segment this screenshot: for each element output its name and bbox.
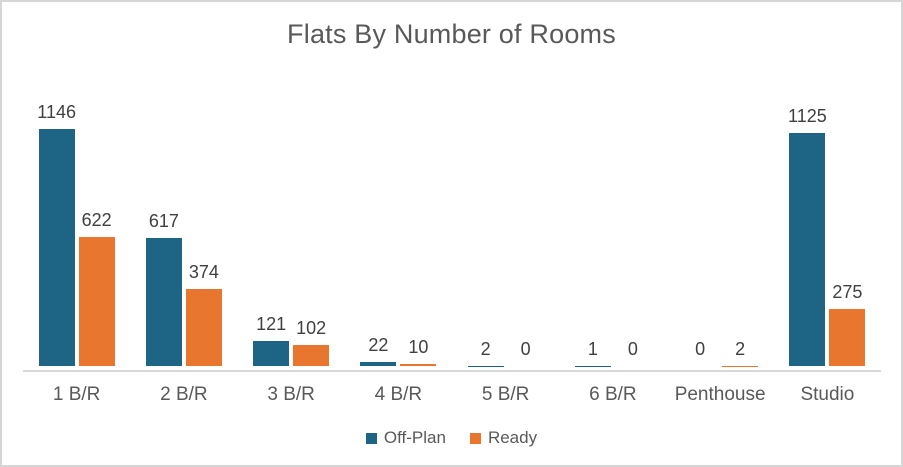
ready-bar-wrap-1-b-r: 622 <box>78 209 115 366</box>
off-plan-bar-4-b-r <box>360 361 397 366</box>
bar-group-1-b-r: 1146 622 <box>23 101 130 366</box>
off-plan-bar-2-b-r <box>145 238 182 366</box>
legend-marker-ready <box>469 432 481 444</box>
ready-bar-3-b-r <box>293 344 330 366</box>
off-plan-data-label-studio: 1125 <box>788 106 827 127</box>
legend-item-off-plan: Off-Plan <box>365 428 446 448</box>
off-plan-bar-wrap-1-b-r: 1146 <box>37 101 76 366</box>
ready-bar-wrap-5-b-r: 0 <box>508 338 544 366</box>
legend-item-ready: Ready <box>469 428 538 448</box>
ready-bar-wrap-penthouse: 2 <box>722 338 759 366</box>
ready-data-label-2-b-r: 374 <box>188 261 219 282</box>
x-axis-line <box>23 370 881 372</box>
legend-marker-off-plan <box>365 432 377 444</box>
ready-bar-wrap-2-b-r: 374 <box>185 261 222 366</box>
ready-bar-wrap-studio: 275 <box>829 281 866 366</box>
off-plan-bar-wrap-studio: 1125 <box>788 105 827 366</box>
legend: Off-Plan Ready <box>2 428 901 448</box>
off-plan-bar-wrap-5-b-r: 2 <box>467 338 504 366</box>
off-plan-data-label-4-b-r: 22 <box>368 334 389 355</box>
category-label-4-b-r: 4 B/R <box>374 384 423 405</box>
off-plan-bar-wrap-3-b-r: 121 <box>253 313 290 366</box>
ready-bar-wrap-6-b-r: 0 <box>615 338 651 366</box>
ready-data-label-penthouse: 2 <box>735 338 746 359</box>
off-plan-bar-3-b-r <box>253 341 290 366</box>
category-label-studio: Studio <box>800 384 855 405</box>
legend-label-off-plan: Off-Plan <box>383 428 446 447</box>
category-label-1-b-r: 1 B/R <box>52 384 101 405</box>
bar-group-studio: 1125 275 <box>774 105 881 366</box>
off-plan-bar-wrap-penthouse: 0 <box>682 338 718 366</box>
ready-bar-2-b-r <box>185 288 222 366</box>
off-plan-bar-studio <box>789 133 826 366</box>
off-plan-data-label-5-b-r: 2 <box>480 338 491 359</box>
category-label-3-b-r: 3 B/R <box>267 384 315 405</box>
ready-data-label-4-b-r: 10 <box>408 336 429 357</box>
off-plan-bar-wrap-4-b-r: 22 <box>360 334 397 366</box>
category-label-5-b-r: 5 B/R <box>481 384 530 405</box>
off-plan-bar-wrap-2-b-r: 617 <box>145 210 182 366</box>
category-label-2-b-r: 2 B/R <box>160 384 208 405</box>
ready-data-label-3-b-r: 102 <box>296 317 327 338</box>
off-plan-data-label-1-b-r: 1146 <box>37 102 76 122</box>
bar-group-2-b-r: 617 374 <box>130 210 237 366</box>
ready-bar-studio <box>829 309 866 366</box>
legend-label-ready: Ready <box>487 428 538 447</box>
ready-bar-wrap-4-b-r: 10 <box>400 336 437 366</box>
bar-group-4-b-r: 22 10 <box>345 334 452 366</box>
category-label-6-b-r: 6 B/R <box>589 384 637 405</box>
ready-data-label-5-b-r: 0 <box>520 339 531 359</box>
bar-group-3-b-r: 121 102 <box>238 313 345 366</box>
category-label-penthouse: Penthouse <box>674 384 766 405</box>
off-plan-data-label-2-b-r: 617 <box>148 211 179 232</box>
ready-data-label-1-b-r: 622 <box>81 210 112 231</box>
off-plan-bar-1-b-r <box>38 129 75 366</box>
chart-title: Flats By Number of Rooms <box>287 19 616 49</box>
off-plan-data-label-6-b-r: 1 <box>587 338 598 359</box>
ready-data-label-studio: 275 <box>832 282 863 303</box>
off-plan-bar-wrap-6-b-r: 1 <box>574 338 611 366</box>
category-axis: 1 B/R 2 B/R 3 B/R 4 B/R 5 B/R 6 B/R Penthouse S… <box>23 384 881 406</box>
ready-data-label-6-b-r: 0 <box>627 339 638 359</box>
ready-bar-1-b-r <box>78 237 115 366</box>
plot-area: 1146 622 617 374 121 102 22 10 2 0 1 0 0 2 1125 275 <box>23 101 881 366</box>
off-plan-data-label-penthouse: 0 <box>695 339 706 359</box>
off-plan-data-label-3-b-r: 121 <box>256 314 287 334</box>
ready-bar-4-b-r <box>400 363 437 366</box>
ready-bar-wrap-3-b-r: 102 <box>293 317 330 366</box>
